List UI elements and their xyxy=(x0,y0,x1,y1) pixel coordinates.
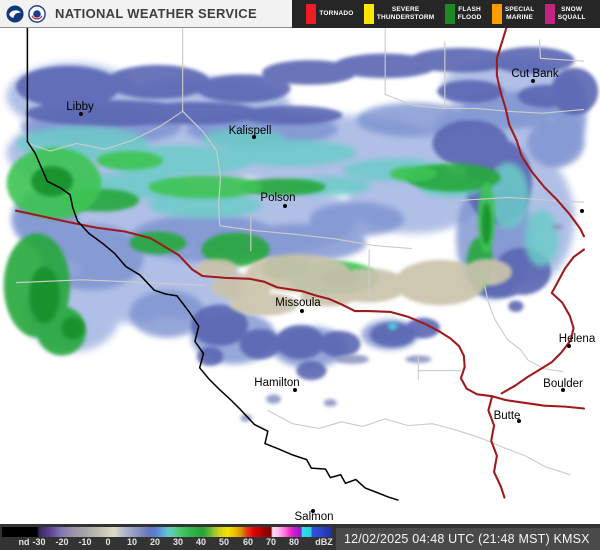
scale-tick-60: 60 xyxy=(242,537,254,547)
timestamp-label: 12/02/2025 04:48 UTC (21:48 MST) KMSX xyxy=(344,532,590,546)
special-marine-label: SPECIAL MARINE xyxy=(504,6,535,21)
scale-tick--30: -30 xyxy=(32,537,46,547)
special-marine-swatch xyxy=(491,4,502,24)
scale-tick--10: -10 xyxy=(78,537,92,547)
scale-tick-0: 0 xyxy=(105,537,111,547)
scale-tick-10: 10 xyxy=(126,537,138,547)
page-title: NATIONAL WEATHER SERVICE xyxy=(55,6,257,21)
state-border xyxy=(26,28,399,502)
brand: NATIONAL WEATHER SERVICE xyxy=(0,4,257,23)
scale-tick--20: -20 xyxy=(55,537,69,547)
header-bar: NATIONAL WEATHER SERVICE TORNADO SEVERE T… xyxy=(0,0,600,28)
warning-legend: TORNADO SEVERE THUNDERSTORM FLASH FLOOD SPE… xyxy=(292,0,600,28)
snow-squall-swatch xyxy=(544,4,555,24)
scale-tick-nd: nd xyxy=(18,537,30,547)
legend-item-special-marine: SPECIAL MARINE xyxy=(491,4,535,24)
scale-tick-40: 40 xyxy=(195,537,207,547)
severe-thunderstorm-swatch xyxy=(363,4,374,24)
reflectivity-colorbar xyxy=(2,527,332,537)
colorbar-tick-row: nd -30 -20 -10 0 10 20 30 40 50 60 70 80 dBZ xyxy=(2,537,333,549)
legend-item-tornado: TORNADO xyxy=(306,4,353,24)
legend-item-snow-squall: SNOW SQUALL xyxy=(544,4,586,24)
bottom-bar: nd -30 -20 -10 0 10 20 30 40 50 60 70 80 dBZ 12/02/20… xyxy=(0,524,600,550)
radar-map: Libby Kalispell Cut Bank Polson Missoula Hele… xyxy=(0,28,600,524)
highway-lines xyxy=(14,28,586,499)
scale-tick-20: 20 xyxy=(149,537,161,547)
snow-squall-label: SNOW SQUALL xyxy=(557,6,586,21)
severe-thunderstorm-label: SEVERE THUNDERSTORM xyxy=(376,6,435,21)
county-lines xyxy=(16,28,585,476)
flash-flood-label: FLASH FLOOD xyxy=(457,6,482,21)
scale-tick-80: 80 xyxy=(288,537,300,547)
radar-echo-layer xyxy=(3,46,599,422)
flash-flood-swatch xyxy=(444,4,455,24)
legend-item-severe-thunderstorm: SEVERE THUNDERSTORM xyxy=(363,4,435,24)
tornado-label: TORNADO xyxy=(319,10,354,18)
status-box: 12/02/2025 04:48 UTC (21:48 MST) KMSX xyxy=(336,528,600,550)
scale-tick-70: 70 xyxy=(265,537,277,547)
radar-map-canvas xyxy=(3,28,599,502)
scale-unit-label: dBZ xyxy=(315,537,333,547)
scale-tick-50: 50 xyxy=(218,537,230,547)
commerce-seal-icon xyxy=(28,4,46,23)
legend-item-flash-flood: FLASH FLOOD xyxy=(444,4,482,24)
scale-tick-30: 30 xyxy=(172,537,184,547)
tornado-swatch xyxy=(306,4,317,24)
noaa-logo-icon xyxy=(6,4,24,23)
